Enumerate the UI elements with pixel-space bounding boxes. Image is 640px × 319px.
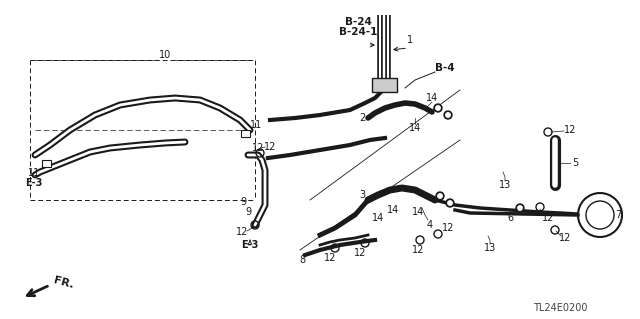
Circle shape: [436, 106, 440, 110]
Text: 13: 13: [484, 243, 496, 253]
Text: 13: 13: [499, 180, 511, 190]
Circle shape: [518, 206, 522, 210]
Text: 14: 14: [426, 93, 438, 103]
Text: 2: 2: [359, 113, 365, 123]
Circle shape: [448, 201, 452, 205]
Text: 12: 12: [442, 223, 454, 233]
Text: 14: 14: [387, 205, 399, 215]
Text: 9: 9: [245, 207, 251, 217]
Text: 10: 10: [159, 50, 171, 60]
Text: 5: 5: [572, 158, 578, 168]
Text: 12: 12: [236, 227, 248, 237]
Text: 12: 12: [354, 248, 366, 258]
Text: 12: 12: [324, 253, 336, 263]
Text: 14: 14: [409, 123, 421, 133]
Text: 3: 3: [359, 190, 365, 200]
Text: 14: 14: [372, 213, 384, 223]
Text: 12: 12: [559, 233, 571, 243]
Circle shape: [438, 194, 442, 198]
Circle shape: [444, 111, 452, 119]
Circle shape: [446, 199, 454, 207]
Text: 12: 12: [252, 143, 264, 153]
Bar: [372, 78, 397, 92]
Text: B-24-1: B-24-1: [339, 27, 377, 37]
Text: 12: 12: [542, 213, 554, 223]
Bar: [42, 160, 51, 167]
Text: 7: 7: [615, 210, 621, 220]
Text: 9: 9: [240, 197, 246, 207]
Circle shape: [516, 204, 524, 212]
Circle shape: [436, 192, 444, 200]
Text: 6: 6: [507, 213, 513, 223]
Circle shape: [446, 113, 450, 117]
Text: FR.: FR.: [52, 276, 74, 291]
Circle shape: [434, 104, 442, 112]
Text: 12: 12: [264, 142, 276, 152]
Text: E-3: E-3: [241, 240, 259, 250]
Text: 8: 8: [299, 255, 305, 265]
Text: TL24E0200: TL24E0200: [532, 303, 588, 313]
Text: 1: 1: [407, 35, 413, 45]
Text: 12: 12: [564, 125, 576, 135]
Text: E-3: E-3: [26, 178, 43, 188]
Text: 12: 12: [412, 245, 424, 255]
Bar: [241, 130, 250, 137]
Text: B-4: B-4: [435, 63, 455, 73]
Text: 4: 4: [427, 220, 433, 230]
Text: 11: 11: [28, 168, 40, 178]
Text: 11: 11: [250, 120, 262, 130]
Text: 14: 14: [412, 207, 424, 217]
Text: B-24: B-24: [344, 17, 371, 27]
